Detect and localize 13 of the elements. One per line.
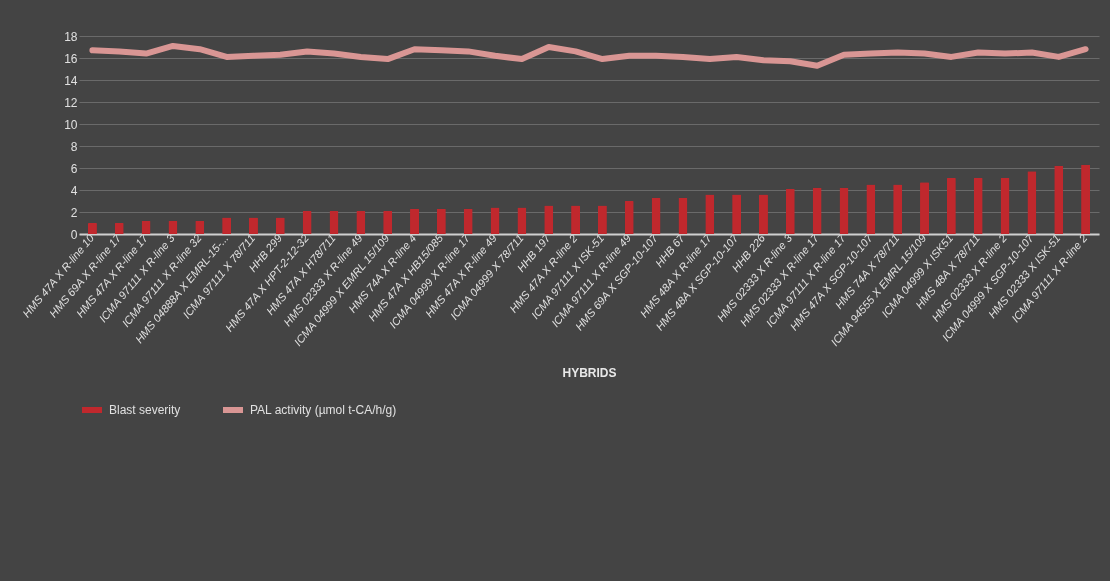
y-tick-label: 8 (70, 139, 78, 154)
legend-label: Blast severity (109, 403, 181, 417)
y-tick-label: 6 (70, 161, 78, 176)
y-tick-label: 12 (64, 95, 78, 110)
legend-label: PAL activity (µmol t-CA/h/g) (250, 403, 397, 417)
y-tick-label: 10 (64, 117, 78, 132)
y-tick-label: 0 (70, 227, 78, 242)
x-axis-title: HYBRIDS (562, 366, 617, 381)
y-tick-label: 4 (70, 183, 78, 198)
y-tick-label: 2 (70, 205, 78, 220)
y-tick-label: 14 (64, 73, 78, 88)
y-tick-label: 16 (64, 51, 78, 66)
y-tick-label: 18 (64, 29, 78, 44)
